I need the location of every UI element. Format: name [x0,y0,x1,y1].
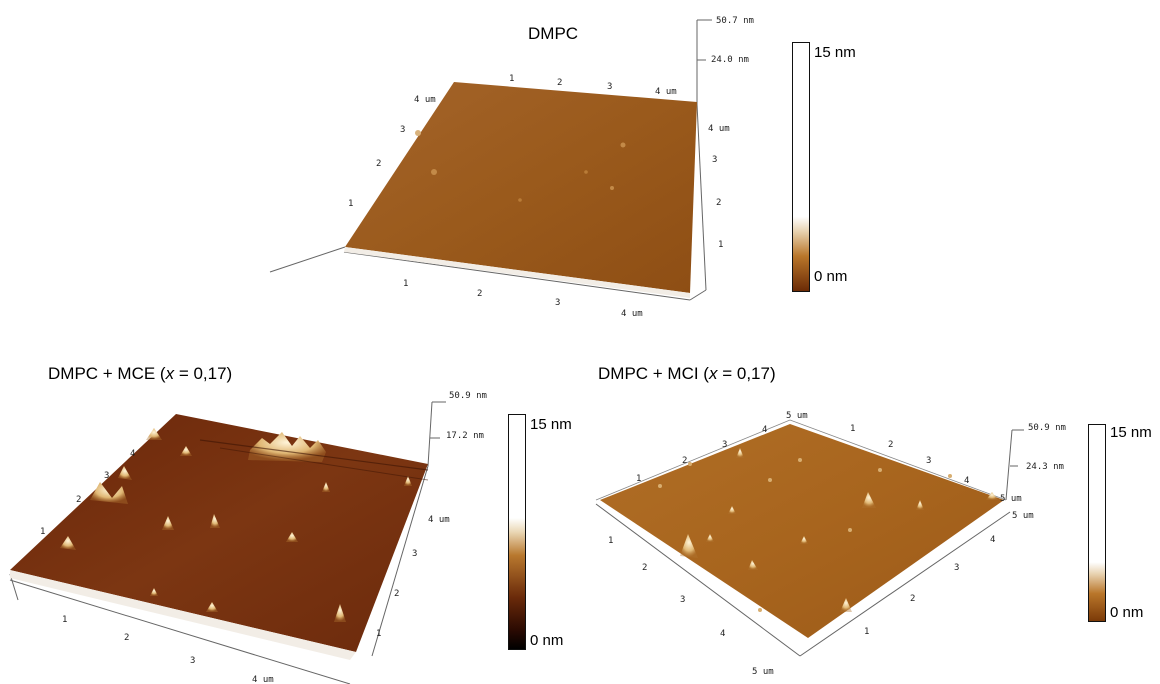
title-variable: x [708,364,718,383]
axis-labels-dmpc: 1 2 3 4 um 4 um 3 2 1 4 um 3 2 1 1 2 3 4… [348,16,754,319]
title-suffix: = 0,17) [174,364,233,383]
svg-text:4: 4 [720,629,725,639]
svg-text:5 um: 5 um [1000,494,1022,504]
svg-text:1: 1 [403,279,408,289]
svg-text:24.0 nm: 24.0 nm [711,55,749,65]
svg-text:1: 1 [636,474,641,484]
svg-text:5 um: 5 um [786,411,808,421]
svg-text:3: 3 [954,563,959,573]
panel-title-dmpc: DMPC [528,24,579,43]
surface-dmpc-mce [9,401,446,684]
title-suffix: = 0,17) [717,364,776,383]
svg-text:24.3 nm: 24.3 nm [1026,462,1064,472]
scale-max-label: 15 nm [1110,424,1152,441]
svg-text:3: 3 [412,549,417,559]
svg-text:17.2 nm: 17.2 nm [446,431,484,441]
svg-text:50.9 nm: 50.9 nm [1028,423,1066,433]
svg-text:3: 3 [607,82,612,92]
svg-text:4 um: 4 um [414,95,436,105]
svg-text:2: 2 [642,563,647,573]
svg-text:2: 2 [910,594,915,604]
svg-text:3: 3 [104,471,109,481]
svg-text:2: 2 [716,198,721,208]
axis-labels-dmpc-mci: 5 um 4 3 2 1 1 2 3 4 5 um 1 2 3 4 5 um 1… [608,411,1066,677]
svg-text:50.7 nm: 50.7 nm [716,16,754,26]
scale-max-label: 15 nm [530,416,572,433]
svg-text:5 um: 5 um [752,667,774,677]
svg-text:4: 4 [130,449,135,459]
svg-text:4 um: 4 um [428,515,450,525]
panel-title-dmpc-mci: DMPC + MCI (x = 0,17) [598,364,776,384]
panel-title-dmpc-mce: DMPC + MCE (x = 0,17) [48,364,232,384]
scale-max-label: 15 nm [814,44,856,61]
svg-text:4 um: 4 um [655,87,677,97]
svg-text:1: 1 [608,536,613,546]
svg-text:1: 1 [718,240,723,250]
surface-dmpc [269,19,712,301]
svg-text:5 um: 5 um [1012,511,1034,521]
svg-text:1: 1 [509,74,514,84]
svg-text:3: 3 [926,456,931,466]
svg-text:2: 2 [394,589,399,599]
svg-text:2: 2 [124,633,129,643]
svg-text:4 um: 4 um [621,309,643,319]
height-scale-bar-dmpc [792,42,810,292]
height-scale-bar-mce [508,414,526,650]
svg-text:2: 2 [682,456,687,466]
svg-text:4: 4 [964,476,969,486]
svg-text:1: 1 [864,627,869,637]
title-prefix: DMPC + MCI ( [598,364,709,383]
scale-min-label: 0 nm [1110,604,1144,621]
svg-text:3: 3 [555,298,560,308]
svg-text:3: 3 [680,595,685,605]
svg-text:1: 1 [40,527,45,537]
svg-text:1: 1 [62,615,67,625]
svg-text:3: 3 [712,155,717,165]
svg-text:4: 4 [990,535,995,545]
svg-text:1: 1 [850,424,855,434]
svg-text:2: 2 [376,159,381,169]
svg-text:2: 2 [76,495,81,505]
svg-text:2: 2 [888,440,893,450]
svg-text:4: 4 [762,425,767,435]
axis-labels-dmpc-mce: 4 3 2 1 4 um 3 2 1 1 2 3 4 um 50.9 nm 17… [40,391,487,684]
surface-dmpc-mci [595,419,1024,657]
svg-text:3: 3 [722,440,727,450]
svg-text:50.9 nm: 50.9 nm [449,391,487,401]
svg-text:4 um: 4 um [252,675,274,684]
height-scale-bar-mci [1088,424,1106,622]
scale-min-label: 0 nm [814,268,848,285]
svg-text:3: 3 [190,656,195,666]
title-prefix: DMPC + MCE ( [48,364,166,383]
title-variable: x [165,364,175,383]
svg-text:3: 3 [400,125,405,135]
svg-text:2: 2 [557,78,562,88]
svg-text:1: 1 [348,199,353,209]
svg-text:1: 1 [376,629,381,639]
scale-min-label: 0 nm [530,632,564,649]
svg-text:4 um: 4 um [708,124,730,134]
svg-text:2: 2 [477,289,482,299]
